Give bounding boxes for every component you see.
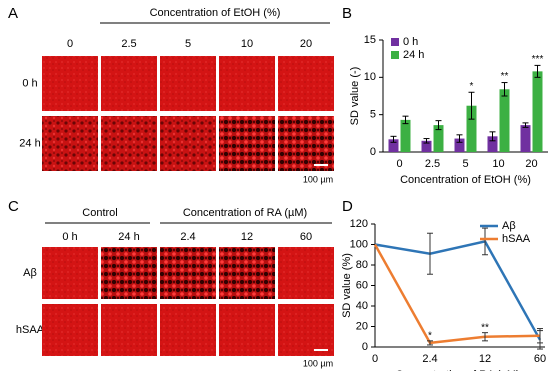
micrograph [160,116,216,171]
y-tick-label: 15 [364,34,376,46]
x-tick-label: 20 [525,158,537,170]
micrograph [219,56,275,111]
scale-bar-label: 100 µm [303,358,333,368]
bar [421,140,432,152]
micrograph [101,247,157,299]
micrograph [160,56,216,111]
y-tick-label: 100 [350,238,368,250]
micrograph [42,116,98,171]
y-tick-label: 0 [362,341,368,353]
x-tick-label: 0 [396,158,402,170]
x-tick-label: 12 [479,353,491,365]
micrograph [278,56,334,111]
column-label: 12 [241,231,253,243]
panel-label: A [8,5,18,22]
x-tick-label: 0 [372,353,378,365]
column-label: 20 [300,38,312,50]
micrograph [219,304,275,356]
x-tick-label: 2.5 [425,158,440,170]
header: Concentration of RA (µM) [183,207,307,219]
bar [466,105,477,152]
significance: ** [481,322,489,333]
row-label: hSAA [16,324,45,336]
micrograph [160,247,216,299]
bar [499,89,510,152]
line [374,240,542,341]
micrograph [219,116,275,171]
micrograph [101,304,157,356]
panel-label: C [8,198,19,215]
panel-label: B [342,5,352,22]
x-tick-label: 2.4 [422,353,437,365]
column-label: 2.4 [180,231,195,243]
significance: * [470,81,474,92]
x-tick-label: 10 [492,158,504,170]
bar [388,139,399,152]
column-label: 10 [241,38,253,50]
header: Control [82,207,117,219]
column-label: 0 [67,38,73,50]
micrograph [278,304,334,356]
y-tick-label: 20 [356,320,368,332]
scale-bar-label: 100 µm [303,174,333,184]
y-tick-label: 60 [356,279,368,291]
x-axis-label: Concentration of EtOH (%) [400,174,531,186]
legend-label: 24 h [403,49,424,61]
micrograph [219,247,275,299]
legend-label: Aβ [502,220,516,232]
micrograph [278,116,334,171]
legend-swatch [391,38,399,46]
header: Concentration of EtOH (%) [150,7,281,19]
y-tick-label: 80 [356,259,368,271]
bar [532,71,543,152]
micrograph [42,304,98,356]
y-tick-label: 0 [370,146,376,158]
row-label: 0 h [22,77,37,89]
x-tick-label: 60 [534,353,546,365]
micrograph [42,247,98,299]
y-tick-label: 10 [364,71,376,83]
x-axis-label: Concentration of RA (µM) [395,369,519,371]
legend-label: hSAA [502,233,531,245]
micrograph [278,247,334,299]
significance: ** [501,71,509,82]
bar [454,138,465,152]
y-axis-label: SD value (%) [341,253,353,318]
y-tick-label: 40 [356,300,368,312]
row-label: 24 h [19,137,40,149]
micrograph [101,56,157,111]
micrograph [160,304,216,356]
bar [400,119,411,152]
column-label: 0 h [62,231,77,243]
column-label: 5 [185,38,191,50]
y-tick-label: 5 [370,109,376,121]
legend-label: 0 h [403,36,418,48]
micrograph [101,116,157,171]
column-label: 24 h [118,231,139,243]
bar [433,125,444,152]
bar [520,125,531,152]
panel-label: D [342,198,353,215]
y-tick-label: 120 [350,218,368,230]
column-label: 2.5 [121,38,136,50]
legend-swatch [391,51,399,59]
significance: *** [532,54,544,65]
x-tick-label: 5 [462,158,468,170]
micrograph [42,56,98,111]
bar [487,136,498,152]
column-label: 60 [300,231,312,243]
significance: * [428,330,432,341]
row-label: Aβ [23,267,37,279]
line [373,243,541,345]
y-axis-label: SD value (-) [349,67,361,126]
